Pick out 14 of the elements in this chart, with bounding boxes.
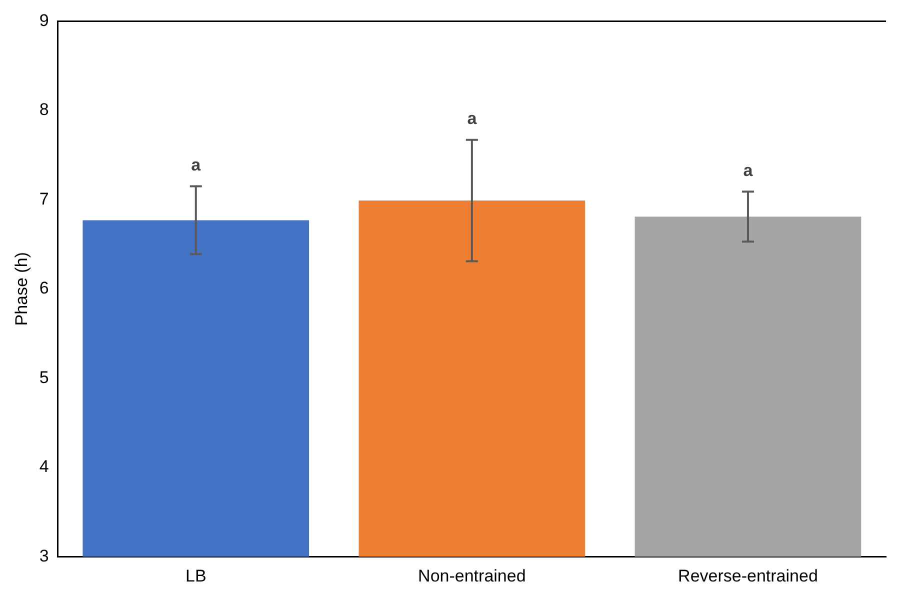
annotation: a — [467, 109, 478, 128]
y-tick-label: 4 — [39, 457, 49, 476]
y-tick-label: 6 — [39, 278, 49, 298]
y-tick-label: 7 — [39, 189, 49, 208]
y-tick-label: 9 — [39, 10, 49, 30]
annotation: a — [191, 155, 202, 174]
annotation: a — [743, 160, 754, 180]
y-tick-label: 8 — [39, 100, 49, 120]
y-tick-label: 3 — [39, 546, 49, 566]
y-axis-title: Phase (h) — [12, 252, 31, 326]
x-tick-label: Non-entrained — [418, 566, 526, 586]
x-tick-label: LB — [185, 566, 206, 586]
x-tick-label: Reverse-entrained — [678, 566, 818, 586]
y-tick-label: 5 — [39, 368, 49, 387]
